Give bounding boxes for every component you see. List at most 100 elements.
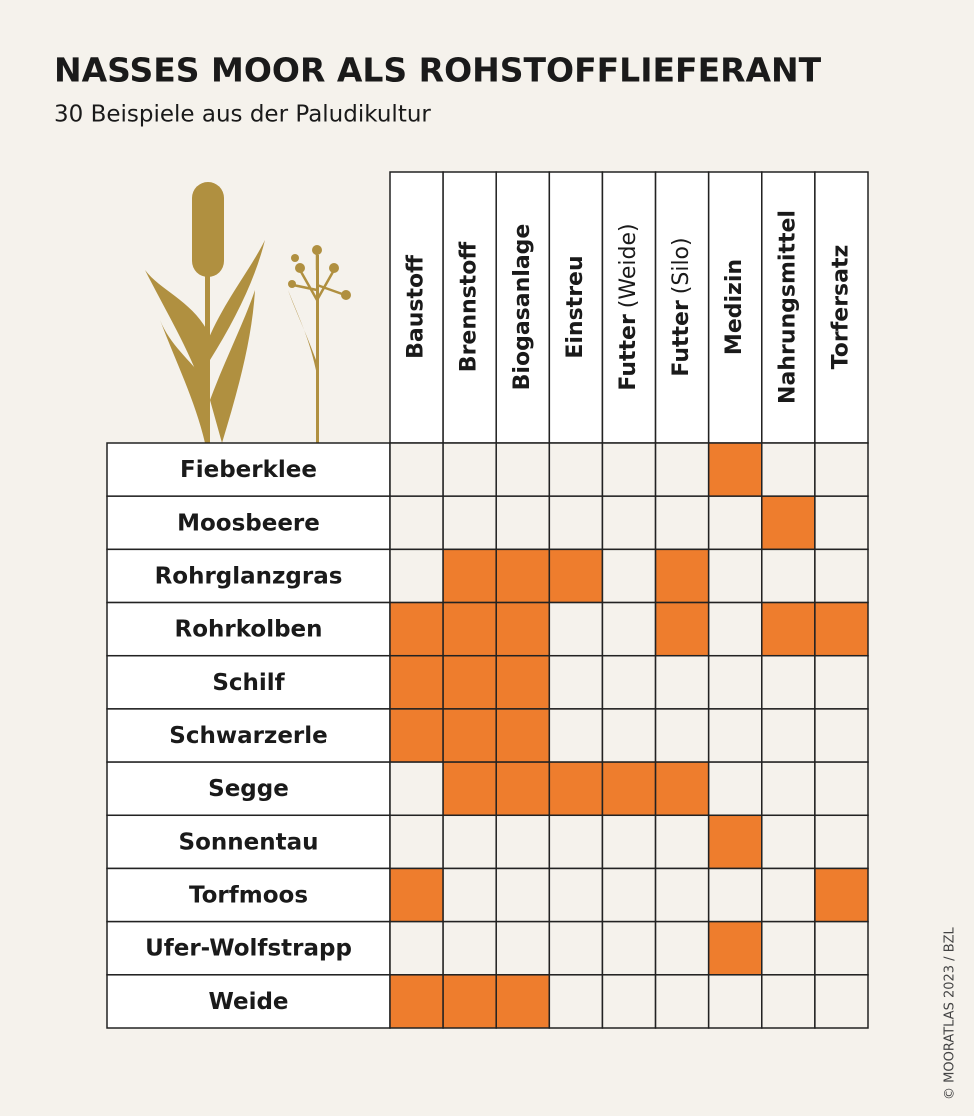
column-header-label: Biogasanlage	[510, 224, 535, 391]
column-header	[601, 171, 657, 444]
column-header-label: Einstreu	[563, 255, 588, 358]
column-qualifier: (Silo)	[669, 237, 694, 294]
column-header-label: Torfersatz	[828, 245, 853, 370]
cell	[442, 548, 497, 604]
column-header-label: Medizin	[722, 259, 747, 355]
cell	[442, 442, 497, 497]
column-header	[442, 171, 497, 444]
cell	[814, 654, 869, 710]
cell	[814, 920, 869, 976]
column-header-label: Nahrungsmittel	[775, 210, 800, 404]
cell	[761, 442, 816, 497]
cell	[389, 761, 444, 817]
cell	[707, 495, 763, 551]
row-header	[106, 442, 391, 497]
row-label: Schwarzerle	[169, 723, 328, 749]
column-name: Medizin	[722, 259, 747, 355]
column-name: Biogasanlage	[510, 224, 535, 391]
row-label: Sonnentau	[179, 829, 319, 855]
row-label: Rohrglanzgras	[155, 563, 343, 589]
row-label: Rohrkolben	[174, 617, 322, 643]
cell	[548, 920, 604, 976]
row-header	[106, 974, 391, 1029]
column-header-label: Futter (Weide)	[616, 223, 641, 390]
row-header	[106, 495, 391, 551]
cell	[442, 708, 497, 763]
cell	[761, 974, 816, 1029]
cell	[495, 654, 551, 710]
cell	[707, 601, 763, 657]
cell	[442, 920, 497, 976]
cell	[814, 495, 869, 551]
cell	[761, 761, 816, 817]
row-header	[106, 867, 391, 923]
cell	[654, 442, 710, 497]
cell	[814, 974, 869, 1029]
cell	[654, 495, 710, 551]
cell	[654, 867, 710, 923]
cell	[761, 814, 816, 870]
cell	[389, 654, 444, 710]
column-header	[707, 171, 763, 444]
cell	[495, 920, 551, 976]
row-label: Torfmoos	[189, 883, 308, 909]
cell	[548, 974, 604, 1029]
cell	[707, 548, 763, 604]
cell	[601, 654, 657, 710]
column-name: Futter	[669, 300, 694, 377]
cell	[601, 974, 657, 1029]
cell	[442, 974, 497, 1029]
column-name: Baustoff	[404, 254, 429, 359]
row-label: Weide	[208, 989, 288, 1015]
cell	[442, 867, 497, 923]
cell	[601, 761, 657, 817]
cell	[495, 814, 551, 870]
column-name: Torfersatz	[828, 245, 853, 370]
row-label: Moosbeere	[177, 510, 320, 536]
row-header	[106, 601, 391, 657]
cell	[548, 495, 604, 551]
cell	[548, 708, 604, 763]
cell	[442, 761, 497, 817]
cell	[548, 814, 604, 870]
cell	[707, 974, 763, 1029]
column-header-label: Brennstoff	[457, 241, 482, 373]
cell	[761, 548, 816, 604]
subtitle: 30 Beispiele aus der Paludikultur	[54, 102, 431, 128]
cell	[495, 761, 551, 817]
cell	[654, 920, 710, 976]
row-header	[106, 548, 391, 604]
cell	[442, 654, 497, 710]
row-header	[106, 814, 391, 870]
cell	[442, 495, 497, 551]
cell	[389, 867, 444, 923]
cell	[495, 974, 551, 1029]
row-header	[106, 761, 391, 817]
column-header	[814, 171, 869, 444]
column-header-label: Futter (Silo)	[669, 237, 694, 376]
cell	[707, 920, 763, 976]
credit: © MOORATLAS 2023 / BZL	[943, 926, 958, 1100]
row-header	[106, 920, 391, 976]
cell	[389, 601, 444, 657]
row-label: Segge	[208, 776, 289, 802]
cell	[601, 814, 657, 870]
cell	[814, 761, 869, 817]
cell	[814, 442, 869, 497]
cell	[814, 814, 869, 870]
cell	[707, 654, 763, 710]
cell	[548, 442, 604, 497]
cell	[761, 495, 816, 551]
cell	[495, 495, 551, 551]
cell	[814, 708, 869, 763]
cell	[814, 548, 869, 604]
cell	[548, 761, 604, 817]
cell	[389, 974, 444, 1029]
column-header	[495, 171, 551, 444]
cell	[495, 442, 551, 497]
cell	[814, 867, 869, 923]
cell	[495, 548, 551, 604]
cell	[761, 867, 816, 923]
cell	[761, 601, 816, 657]
